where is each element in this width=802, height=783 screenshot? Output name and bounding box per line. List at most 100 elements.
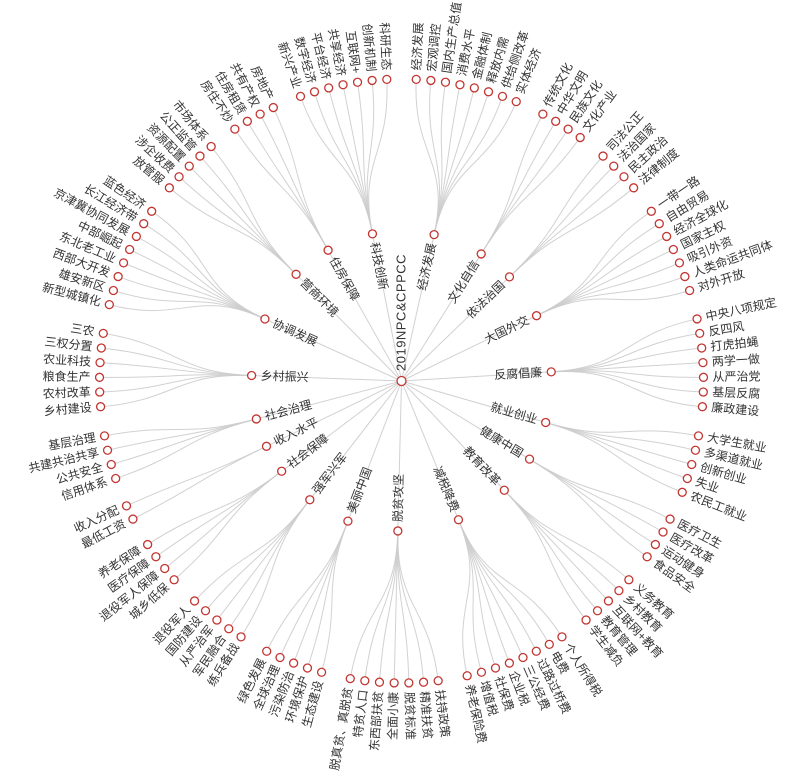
leaf-node[interactable] — [690, 445, 701, 455]
leaf-node[interactable] — [160, 563, 170, 574]
leaf-node[interactable] — [490, 663, 501, 673]
leaf-node[interactable] — [609, 161, 619, 171]
leaf-node[interactable] — [389, 678, 399, 688]
leaf-node[interactable] — [224, 624, 234, 634]
leaf-node[interactable] — [538, 109, 548, 119]
leaf-node[interactable] — [268, 102, 278, 113]
leaf-node[interactable] — [581, 615, 591, 625]
leaf-node[interactable] — [693, 431, 704, 441]
leaf-node[interactable] — [131, 231, 142, 242]
leaf-node[interactable] — [352, 77, 363, 87]
leaf-node[interactable] — [98, 328, 108, 339]
leaf-node[interactable] — [316, 667, 327, 677]
leaf-node[interactable] — [628, 183, 639, 193]
leaf-node[interactable] — [230, 124, 240, 134]
leaf-node[interactable] — [697, 402, 708, 412]
leaf-node[interactable] — [118, 258, 129, 268]
leaf-node[interactable] — [698, 357, 708, 368]
leaf-node[interactable] — [95, 402, 106, 412]
branch-node[interactable] — [504, 272, 515, 282]
leaf-node[interactable] — [661, 231, 672, 242]
leaf-node[interactable] — [698, 372, 709, 382]
leaf-node[interactable] — [646, 206, 656, 216]
leaf-node[interactable] — [96, 343, 106, 353]
leaf-node[interactable] — [360, 676, 370, 686]
branch-node[interactable] — [260, 314, 270, 324]
leaf-node[interactable] — [164, 183, 175, 193]
leaf-node[interactable] — [184, 161, 194, 171]
leaf-node[interactable] — [462, 671, 472, 681]
leaf-node[interactable] — [151, 552, 161, 562]
leaf-node[interactable] — [99, 431, 110, 441]
branch-node[interactable] — [499, 485, 509, 495]
leaf-node[interactable] — [324, 83, 334, 93]
leaf-node[interactable] — [338, 80, 348, 90]
root-node[interactable] — [396, 375, 407, 387]
leaf-node[interactable] — [309, 87, 320, 97]
leaf-node[interactable] — [212, 615, 222, 625]
leaf-node[interactable] — [687, 459, 697, 470]
leaf-node[interactable] — [113, 271, 123, 282]
branch-node[interactable] — [323, 245, 333, 255]
leaf-node[interactable] — [598, 151, 608, 161]
leaf-node[interactable] — [108, 285, 119, 296]
leaf-node[interactable] — [102, 445, 113, 455]
leaf-node[interactable] — [169, 575, 179, 585]
branch-node[interactable] — [343, 516, 353, 526]
leaf-node[interactable] — [128, 514, 138, 524]
leaf-node[interactable] — [469, 83, 479, 93]
leaf-node[interactable] — [476, 667, 487, 677]
leaf-node[interactable] — [551, 116, 561, 126]
leaf-node[interactable] — [139, 219, 149, 229]
branch-node[interactable] — [261, 441, 272, 451]
leaf-node[interactable] — [95, 387, 105, 397]
leaf-node[interactable] — [684, 285, 695, 296]
leaf-node[interactable] — [200, 606, 211, 616]
leaf-node[interactable] — [262, 646, 272, 656]
leaf-node[interactable] — [404, 678, 414, 688]
leaf-node[interactable] — [614, 585, 624, 596]
branch-node[interactable] — [476, 249, 486, 259]
leaf-node[interactable] — [124, 244, 135, 255]
leaf-node[interactable] — [592, 606, 603, 616]
leaf-node[interactable] — [697, 343, 707, 353]
leaf-node[interactable] — [345, 673, 355, 684]
leaf-node[interactable] — [557, 632, 567, 642]
leaf-node[interactable] — [642, 552, 652, 562]
leaf-node[interactable] — [674, 258, 685, 268]
leaf-node[interactable] — [511, 96, 521, 107]
leaf-node[interactable] — [106, 459, 116, 470]
branch-node[interactable] — [453, 515, 464, 525]
leaf-node[interactable] — [418, 677, 429, 687]
leaf-node[interactable] — [654, 219, 664, 229]
branch-node[interactable] — [524, 454, 535, 464]
leaf-node[interactable] — [695, 328, 705, 339]
leaf-node[interactable] — [665, 514, 675, 524]
leaf-node[interactable] — [563, 124, 573, 134]
leaf-node[interactable] — [236, 632, 246, 642]
leaf-node[interactable] — [433, 676, 443, 686]
leaf-node[interactable] — [411, 74, 421, 85]
leaf-node[interactable] — [95, 357, 105, 368]
leaf-node[interactable] — [680, 271, 690, 282]
leaf-node[interactable] — [603, 596, 614, 606]
leaf-node[interactable] — [206, 141, 216, 152]
leaf-node[interactable] — [295, 91, 306, 102]
branch-node[interactable] — [531, 311, 542, 321]
leaf-node[interactable] — [426, 75, 436, 86]
leaf-node[interactable] — [302, 663, 313, 673]
leaf-node[interactable] — [698, 387, 708, 397]
leaf-node[interactable] — [195, 151, 205, 161]
leaf-node[interactable] — [147, 206, 157, 216]
branch-node[interactable] — [541, 417, 551, 428]
leaf-node[interactable] — [382, 74, 392, 85]
leaf-node[interactable] — [483, 87, 494, 97]
leaf-node[interactable] — [94, 372, 105, 382]
leaf-node[interactable] — [288, 658, 299, 668]
leaf-node[interactable] — [504, 658, 515, 668]
leaf-node[interactable] — [104, 299, 114, 310]
leaf-node[interactable] — [544, 639, 554, 650]
branch-node[interactable] — [251, 414, 262, 424]
leaf-node[interactable] — [624, 575, 634, 585]
leaf-node[interactable] — [374, 677, 385, 687]
